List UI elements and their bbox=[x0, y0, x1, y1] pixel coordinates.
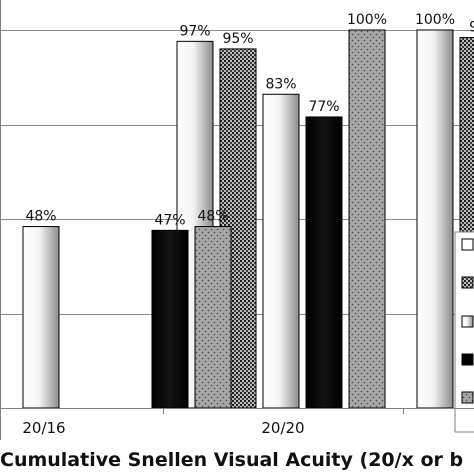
bar-20-16-series-4 bbox=[151, 229, 189, 409]
data-label: 48% bbox=[197, 209, 228, 225]
data-label: 95% bbox=[222, 31, 253, 47]
legend-swatch-2 bbox=[461, 276, 474, 289]
data-label: 100% bbox=[415, 12, 455, 28]
bar-20-25-series-1 bbox=[416, 29, 454, 409]
x-tick-label: 20/16 bbox=[22, 419, 65, 437]
legend bbox=[454, 231, 474, 433]
x-axis-title: Cumulative Snellen Visual Acuity (20/x o… bbox=[0, 449, 463, 471]
x-axis-ticks bbox=[163, 408, 404, 414]
data-label: 47% bbox=[154, 212, 185, 228]
bar-20-16-series-1 bbox=[22, 226, 60, 409]
bar-20-20-series-3 bbox=[262, 93, 300, 409]
bar-20-20-series-5 bbox=[348, 29, 386, 409]
data-label: 100% bbox=[347, 12, 387, 28]
data-label: 48% bbox=[25, 209, 56, 225]
legend-swatch-5 bbox=[461, 391, 474, 404]
data-label: 77% bbox=[308, 99, 339, 115]
bars-layer bbox=[22, 29, 474, 409]
data-label: 98 bbox=[469, 20, 474, 36]
legend-swatch-4 bbox=[461, 353, 474, 366]
legend-swatch-3 bbox=[461, 315, 474, 328]
x-tick-labels: 20/16 20/20 bbox=[22, 419, 304, 437]
data-label: 83% bbox=[265, 76, 296, 92]
x-tick-label: 20/20 bbox=[261, 419, 304, 437]
bar-20-20-series-4 bbox=[305, 116, 343, 409]
data-label: 97% bbox=[179, 23, 210, 39]
bar-20-16-series-5 bbox=[194, 226, 232, 409]
legend-swatch-1 bbox=[461, 238, 474, 251]
data-labels-layer: %48%47%48%97%95%83%77%100%100%98 bbox=[25, 12, 474, 228]
